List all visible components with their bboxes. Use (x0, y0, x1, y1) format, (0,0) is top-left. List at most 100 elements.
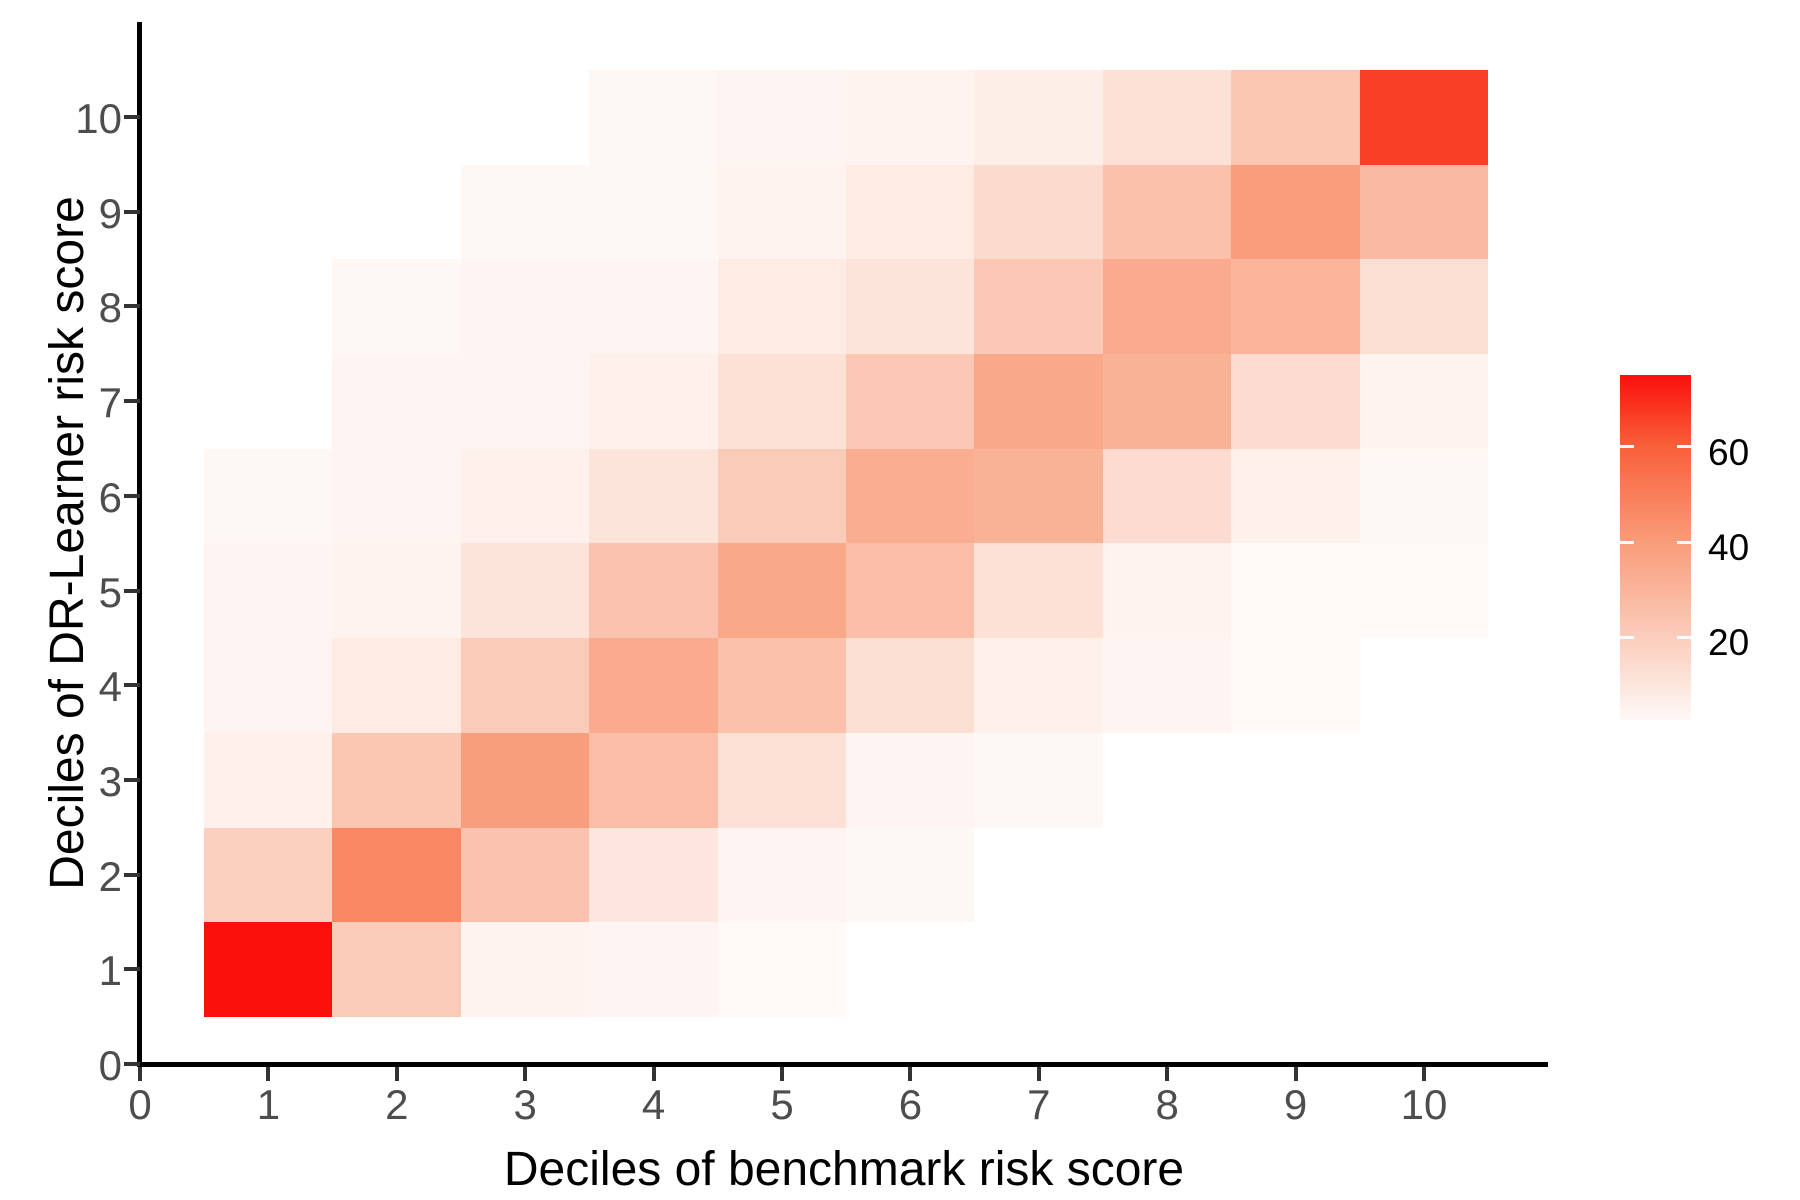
heatmap-cell (717, 448, 846, 544)
x-tick-label: 7 (1027, 1081, 1051, 1128)
heatmap-cell (717, 164, 846, 260)
heatmap-cell (974, 164, 1103, 260)
y-tick-label: 1 (98, 947, 122, 995)
heatmap-cell (332, 70, 461, 165)
heatmap-cell (1359, 638, 1488, 733)
heatmap-cell (332, 827, 461, 923)
heatmap-cell (204, 638, 333, 733)
heatmap-cell (717, 638, 846, 733)
y-tick-label: 7 (98, 379, 122, 427)
heatmap-cell (974, 70, 1103, 165)
legend-tick-mark (1620, 540, 1634, 544)
heatmap-cell (589, 922, 718, 1017)
heatmap-cell (204, 543, 333, 639)
heatmap-cell (845, 638, 975, 733)
y-tick-label: 3 (98, 757, 122, 805)
heatmap-cell (845, 543, 975, 639)
heatmap-cell (460, 827, 590, 923)
heatmap-cell (460, 922, 590, 1017)
legend-tick-mark (1677, 635, 1691, 639)
heatmap-cell (717, 543, 846, 639)
heatmap-cell (1231, 259, 1360, 355)
heatmap-cell (1231, 922, 1360, 1017)
heatmap-grid (204, 70, 1488, 1017)
x-tick-label: 4 (641, 1081, 666, 1128)
x-tick-label: 6 (898, 1081, 923, 1128)
heatmap-cell (974, 354, 1103, 449)
y-axis-title: Deciles of DR-Learner risk score (41, 196, 94, 890)
heatmap-cell (589, 354, 718, 449)
x-tick-mark (780, 1067, 784, 1081)
heatmap-cell (974, 638, 1103, 733)
y-axis-line (137, 22, 142, 1067)
heatmap-cell (845, 827, 975, 923)
heatmap-cell (204, 259, 333, 355)
heatmap-cell (845, 70, 975, 165)
y-tick-mark (124, 588, 140, 593)
heatmap-cell (589, 164, 718, 260)
x-axis-title: Deciles of benchmark risk score (503, 1143, 1185, 1196)
heatmap-cell (332, 164, 461, 260)
y-tick-mark (124, 399, 140, 404)
x-tick-mark (138, 1067, 142, 1081)
heatmap-cell (332, 354, 461, 449)
heatmap-cell (460, 448, 590, 544)
y-tick-label: 6 (98, 473, 122, 521)
heatmap-cell (1231, 164, 1360, 260)
heatmap-cell (589, 70, 718, 165)
heatmap-cell (1102, 164, 1232, 260)
legend-gradient-bar (1620, 375, 1691, 720)
x-tick-label: 10 (1400, 1081, 1448, 1128)
heatmap-cell (845, 922, 975, 1017)
heatmap-cell (204, 922, 333, 1017)
heatmap-cell (1102, 827, 1232, 923)
heatmap-cell (204, 732, 333, 828)
x-tick-label: 0 (128, 1081, 152, 1128)
heatmap-cell (589, 259, 718, 355)
y-tick-mark (124, 493, 140, 498)
heatmap-cell (204, 164, 333, 260)
heatmap-cell (589, 732, 718, 828)
heatmap-cell (460, 164, 590, 260)
x-tick-label: 3 (513, 1081, 537, 1128)
heatmap-cell (974, 827, 1103, 923)
heatmap-cell (204, 354, 333, 449)
legend-tick-mark (1677, 445, 1691, 449)
heatmap-cell (460, 732, 590, 828)
heatmap-cell (1102, 70, 1232, 165)
heatmap-cell (460, 638, 590, 733)
heatmap-cell (204, 448, 333, 544)
heatmap-cell (1231, 732, 1360, 828)
heatmap-cell (460, 354, 590, 449)
y-tick-mark (124, 304, 140, 309)
x-tick-mark (1036, 1067, 1041, 1081)
x-tick-mark (651, 1067, 656, 1081)
x-tick-mark (394, 1067, 399, 1081)
heatmap-cell (717, 354, 846, 449)
x-tick-mark (1293, 1067, 1298, 1081)
x-tick-mark (266, 1067, 271, 1081)
heatmap-cell (974, 448, 1103, 544)
legend-tick-label: 20 (1708, 622, 1750, 664)
x-tick-mark (908, 1067, 913, 1081)
heatmap-cell (1102, 732, 1232, 828)
heatmap-cell (1231, 827, 1360, 923)
heatmap-cell (845, 354, 975, 449)
y-tick-mark (124, 209, 140, 214)
legend-tick-mark (1620, 635, 1634, 639)
heatmap-cell (845, 259, 975, 355)
heatmap-cell (204, 827, 333, 923)
x-axis-line (137, 1062, 1548, 1067)
x-tick-label: 1 (256, 1081, 281, 1128)
heatmap-cell (1231, 448, 1360, 544)
y-tick-mark (124, 872, 140, 877)
y-tick-mark (124, 115, 140, 119)
y-tick-label: 0 (98, 1042, 122, 1089)
heatmap-cell (589, 543, 718, 639)
heatmap-cell (1359, 543, 1488, 639)
y-tick-label: 2 (98, 852, 122, 900)
y-tick-mark (124, 967, 140, 972)
x-tick-mark (1422, 1067, 1426, 1081)
y-tick-label: 4 (98, 663, 122, 711)
